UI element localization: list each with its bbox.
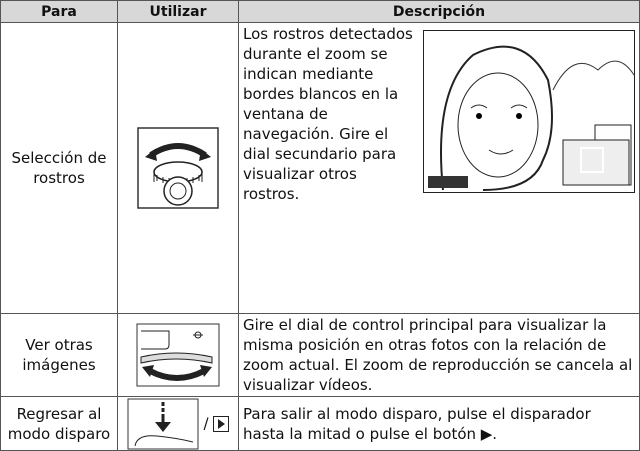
icon-cell [117,22,239,314]
header-cell: Para [0,0,118,23]
description-cell: Los rostros detectados durante el zoom s… [238,22,640,314]
sub-dial-icon [137,127,219,209]
zoom-illustration [423,30,635,193]
main-dial-icon [136,323,220,387]
cell: Selección de rostros [0,22,118,314]
description-text: Los rostros detectados durante el zoom s… [243,25,413,203]
header-cell: Utilizar [117,0,239,23]
playback-icon [213,415,230,432]
icon-cell: / [117,396,239,451]
cell: Regresar al modo disparo [0,396,118,451]
header-cell: Descripción [238,0,640,23]
description-cell: Gire el dial de control principal para v… [238,313,640,397]
separator: / [203,414,209,432]
shutter-icon [127,398,199,449]
icon-cell [117,313,239,397]
description-cell: Para salir al modo disparo, pulse el dis… [238,396,640,451]
cell: Ver otras imágenes [0,313,118,397]
